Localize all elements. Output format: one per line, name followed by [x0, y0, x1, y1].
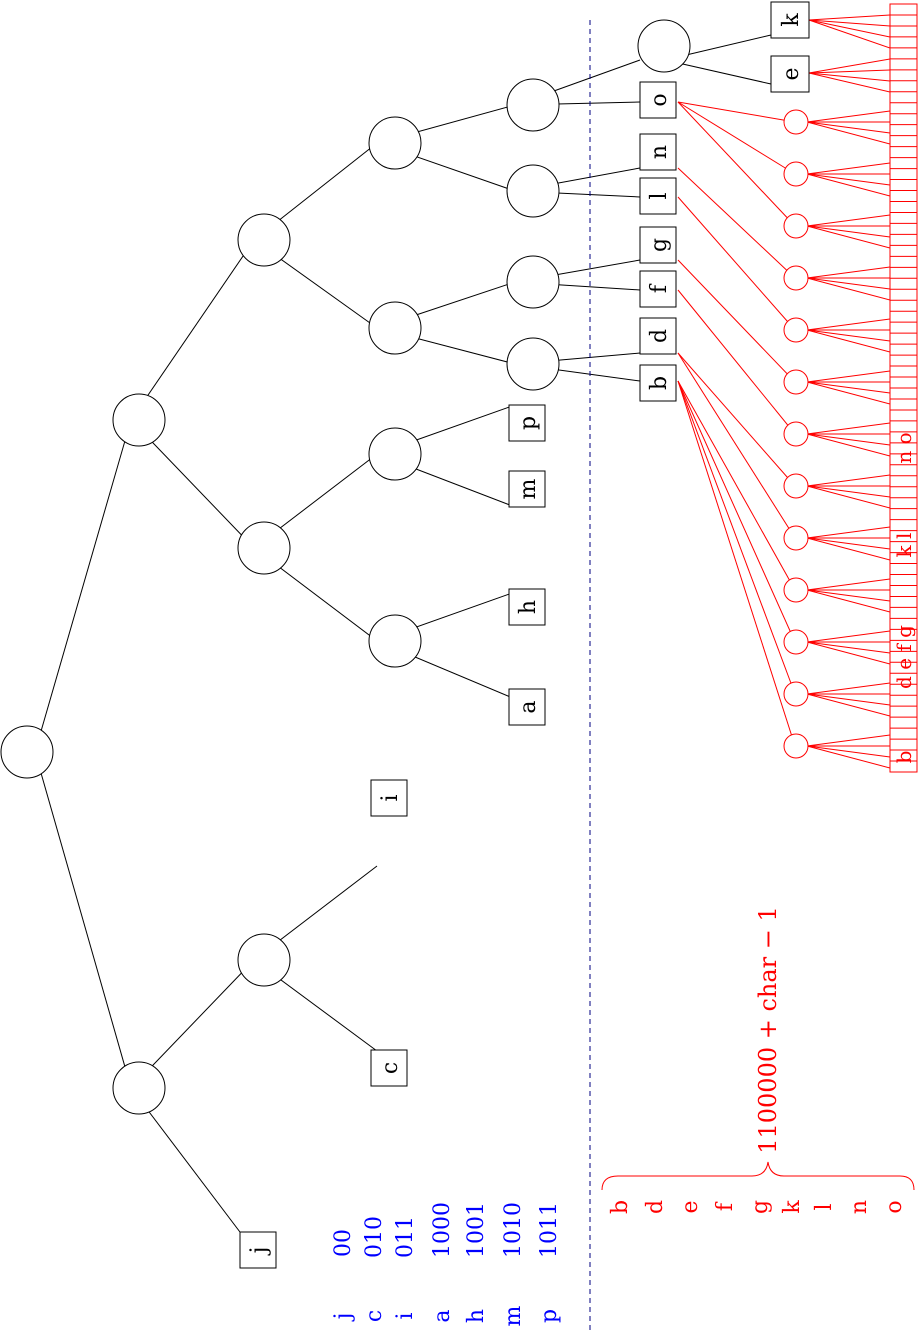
tree-node — [368, 116, 422, 170]
leaf-box-l — [639, 177, 677, 215]
leaf-label-m: m — [516, 478, 541, 499]
red-char-g: g — [748, 1200, 773, 1214]
array-label-defg: d e f g — [892, 625, 916, 689]
tree-node — [506, 164, 560, 218]
leaf-label-j: j — [247, 1247, 272, 1257]
code-char-m: m — [501, 1305, 526, 1326]
leaf-label-p: p — [516, 416, 541, 430]
code-char-a: a — [430, 1309, 455, 1322]
leaf-labels: j c i a h m p b d f g l n o e k — [247, 13, 804, 1257]
tree-node — [368, 427, 422, 481]
leaf-box-o — [639, 81, 677, 119]
code-value-p: 1011 — [537, 1202, 562, 1258]
leaf-box-i — [370, 779, 408, 817]
code-char-p: p — [537, 1309, 562, 1323]
leaf-label-k: k — [779, 13, 804, 27]
array-labels: b d e f g k l n o — [892, 432, 916, 763]
lookup-array — [889, 3, 918, 773]
tree-node — [112, 393, 166, 447]
leaf-label-b: b — [647, 376, 672, 390]
array-label-b: b — [892, 751, 916, 764]
tree-node — [237, 521, 291, 575]
tree-node — [237, 933, 291, 987]
tree-node — [0, 725, 54, 779]
leaf-box-f — [639, 270, 677, 308]
tree-node — [506, 337, 560, 391]
leaf-label-o: o — [647, 93, 672, 106]
code-value-h: 1001 — [464, 1202, 489, 1258]
code-value-m: 1010 — [501, 1202, 526, 1258]
leaf-label-g: g — [647, 238, 672, 252]
leaf-box-b — [639, 364, 677, 402]
red-char-o: o — [882, 1200, 907, 1213]
leaf-label-l: l — [647, 192, 672, 199]
red-char-list: b d e f g k l n o — [608, 1200, 907, 1214]
red-char-k: k — [780, 1200, 805, 1214]
leaf-label-n: n — [647, 145, 672, 159]
leaf-box-j — [239, 1231, 277, 1269]
leaf-box-n — [639, 133, 677, 171]
red-char-l: l — [812, 1203, 837, 1210]
leaf-label-i: i — [378, 794, 403, 801]
red-char-n: n — [847, 1200, 872, 1214]
internal-nodes — [0, 19, 691, 1115]
tree-node — [112, 1061, 166, 1115]
code-table: j c i a h m p 00 010 011 1000 1001 1010 … — [331, 1202, 562, 1326]
tree-node — [237, 213, 291, 267]
leaf-box-c — [370, 1049, 408, 1087]
code-value-j: 00 — [331, 1229, 356, 1257]
leaf-box-p — [508, 404, 546, 442]
array-label-no: n o — [892, 432, 916, 463]
tree-node — [506, 255, 560, 309]
code-value-c: 010 — [362, 1216, 387, 1258]
leaf-boxes — [239, 1, 810, 1269]
leaf-label-f: f — [647, 283, 672, 293]
tree-node — [637, 19, 691, 73]
code-char-h: h — [464, 1309, 489, 1323]
red-char-b: b — [608, 1200, 633, 1214]
code-value-i: 011 — [393, 1216, 418, 1258]
curly-brace — [601, 1161, 915, 1191]
leaf-box-k — [770, 1, 810, 39]
array-label-kl: k l — [892, 533, 916, 558]
red-connector-lines — [677, 14, 891, 769]
red-small-nodes — [783, 109, 809, 759]
formula-label: 1100000 + char − 1 — [754, 906, 782, 1154]
leaf-label-c: c — [378, 1062, 403, 1074]
red-char-d: d — [643, 1200, 668, 1214]
red-char-e: e — [678, 1200, 703, 1213]
leaf-box-e — [770, 55, 810, 93]
code-char-j: j — [331, 1313, 356, 1323]
leaf-box-g — [639, 226, 677, 264]
leaf-label-h: h — [516, 600, 541, 614]
leaf-label-a: a — [516, 700, 541, 713]
leaf-box-a — [508, 688, 546, 726]
tree-node — [368, 614, 422, 668]
leaf-box-d — [639, 317, 677, 355]
leaf-box-h — [508, 588, 546, 626]
leaf-box-m — [508, 470, 546, 508]
tree-node — [368, 301, 422, 355]
leaf-label-e: e — [779, 67, 804, 80]
leaf-label-d: d — [647, 329, 672, 343]
code-char-i: i — [393, 1312, 418, 1319]
code-value-a: 1000 — [430, 1202, 455, 1258]
fan-lines — [806, 14, 891, 769]
tree-node — [506, 78, 560, 132]
red-char-f: f — [713, 1201, 738, 1211]
code-char-c: c — [362, 1310, 387, 1322]
